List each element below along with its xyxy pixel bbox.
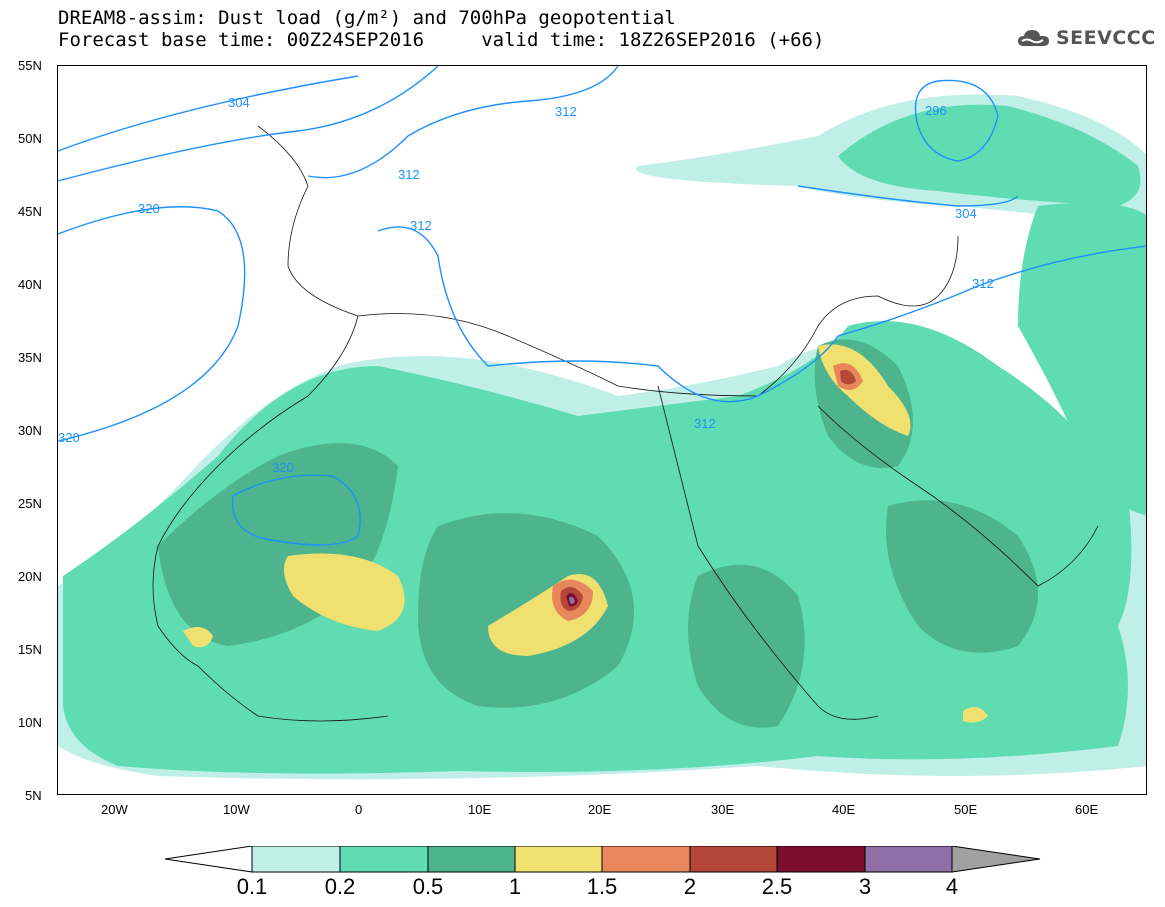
- colorbar: [165, 846, 1041, 873]
- lon-label: 20W: [101, 802, 128, 817]
- lon-label: 10E: [468, 802, 492, 817]
- lon-label: 30E: [711, 802, 735, 817]
- colorbar-label: 4: [945, 874, 959, 899]
- colorbar-label: 1.5: [586, 874, 618, 899]
- map-title-line2: Forecast base time: 00Z24SEP2016 valid t…: [58, 29, 825, 51]
- contour-label: 320: [138, 201, 160, 216]
- map-area: [57, 65, 1147, 795]
- lat-label: 35N: [18, 350, 42, 365]
- colorbar-label: 2: [683, 874, 697, 899]
- contour-label: 320: [272, 460, 294, 475]
- contour-label: 312: [410, 218, 432, 233]
- contour-label: 320: [58, 430, 80, 445]
- contour-label: 304: [955, 206, 977, 221]
- contour-label: 304: [228, 95, 250, 110]
- contour-label: 312: [555, 104, 577, 119]
- dust-shade-high: [552, 363, 863, 621]
- lat-label: 45N: [18, 204, 42, 219]
- contour-label: 312: [398, 167, 420, 182]
- colorbar-label: 3: [858, 874, 872, 899]
- map-title-line1: DREAM8-assim: Dust load (g/m²) and 700hP…: [58, 7, 676, 29]
- lat-label: 5N: [25, 788, 42, 803]
- geopotential-contours: [58, 66, 1146, 546]
- seevccc-logo: SEEVCCC: [1016, 26, 1156, 50]
- colorbar-label: 1: [508, 874, 522, 899]
- lat-label: 50N: [18, 131, 42, 146]
- lat-label: 20N: [18, 569, 42, 584]
- lon-label: 40E: [832, 802, 856, 817]
- contour-label: 296: [925, 103, 947, 118]
- contour-label: 312: [694, 416, 716, 431]
- lat-label: 55N: [18, 58, 42, 73]
- lat-label: 40N: [18, 277, 42, 292]
- dust-map: [58, 66, 1146, 780]
- colorbar-label: 2.5: [761, 874, 793, 899]
- lon-label: 10W: [223, 802, 250, 817]
- lat-label: 30N: [18, 423, 42, 438]
- lon-label: 50E: [954, 802, 978, 817]
- lon-label: 60E: [1075, 802, 1099, 817]
- colorbar-label: 0.2: [324, 874, 356, 899]
- lon-label: 20E: [588, 802, 612, 817]
- coastlines: [152, 125, 1099, 722]
- lon-label: 0: [355, 802, 363, 817]
- logo-text: SEEVCCC: [1056, 27, 1156, 49]
- contour-label: 312: [972, 276, 994, 291]
- colorbar-label: 0.1: [236, 874, 268, 899]
- cloud-icon: [1018, 30, 1049, 46]
- lat-label: 10N: [18, 715, 42, 730]
- lat-label: 25N: [18, 496, 42, 511]
- lat-label: 15N: [18, 642, 42, 657]
- colorbar-label: 0.5: [412, 874, 444, 899]
